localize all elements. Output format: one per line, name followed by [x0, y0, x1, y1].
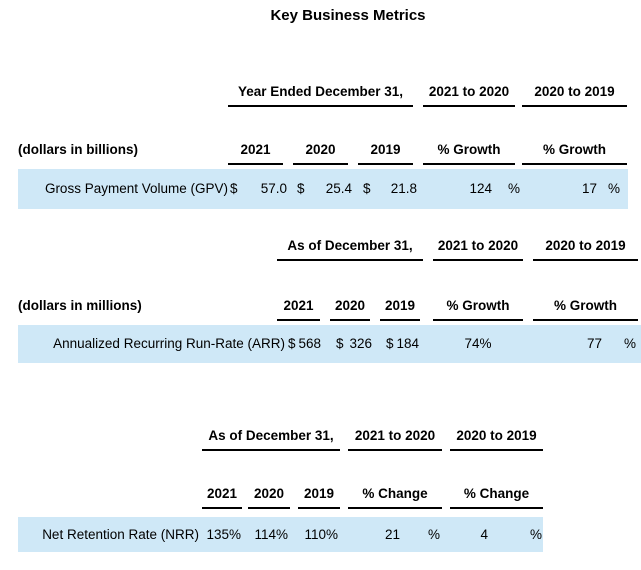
t3-value-2019: 110% [304, 527, 338, 542]
t1-currency-2020: $ [297, 181, 305, 196]
t2-value-2020: 326 [349, 336, 372, 351]
t3-value-2021: 135% [206, 527, 241, 542]
t1-header-2020: 2020 [293, 142, 348, 165]
t2-growth-a-value: 74% [464, 336, 492, 351]
t1-growth-b-pct: % [608, 181, 621, 196]
t3-change-b-value: 4 [480, 527, 488, 542]
t2-header-2021: 2021 [277, 298, 320, 321]
t2-unit-label: (dollars in millions) [18, 298, 142, 313]
t1-header-2019: 2019 [358, 142, 413, 165]
t2-growth-b-value: 77 [586, 336, 602, 351]
t2-currency-2019: $ [386, 336, 394, 351]
t2-currency-2020: $ [336, 336, 344, 351]
t1-value-2020: 25.4 [325, 181, 352, 196]
t2-header-growth-b: % Growth [533, 298, 638, 321]
t1-header-growth-b: % Growth [522, 142, 627, 165]
t1-unit-label: (dollars in billions) [18, 142, 139, 157]
t3-header-change-a: % Change [348, 486, 442, 509]
t2-data-row: Annualized Recurring Run-Rate (ARR) $ 56… [18, 325, 641, 363]
page-title: Key Business Metrics [270, 7, 426, 24]
t1-growth-a-value: 124 [469, 181, 492, 196]
t3-change-a-pct: % [428, 527, 441, 542]
t2-growth-b-pct: % [624, 336, 637, 351]
t1-span-growth-2021-2020: 2021 to 2020 [423, 84, 515, 107]
t1-span-growth-2020-2019: 2020 to 2019 [522, 84, 627, 107]
t1-span-period: Year Ended December 31, [228, 84, 413, 107]
t1-value-2019: 21.8 [390, 181, 417, 196]
t3-header-change-b: % Change [450, 486, 543, 509]
t3-change-b-pct: % [530, 527, 543, 542]
t3-data-row: Net Retention Rate (NRR) 135% 114% 110% … [18, 517, 543, 552]
t3-change-a-value: 21 [384, 527, 400, 542]
t3-span-period: As of December 31, [202, 428, 340, 451]
t2-span-growth-2020-2019: 2020 to 2019 [533, 238, 638, 261]
t1-currency-2019: $ [363, 181, 371, 196]
t3-span-change-2021-2020: 2021 to 2020 [348, 428, 442, 451]
t1-header-2021: 2021 [228, 142, 283, 165]
t2-header-2020: 2020 [330, 298, 370, 321]
t3-header-2021: 2021 [202, 486, 242, 509]
t1-header-growth-a: % Growth [423, 142, 515, 165]
t1-data-row: Gross Payment Volume (GPV) $ 57.0 $ 25.4… [18, 169, 628, 209]
t1-value-2021: 57.0 [260, 181, 287, 196]
t2-value-2019: 184 [396, 336, 419, 351]
t1-growth-b-value: 17 [581, 181, 597, 196]
t1-row-label: Gross Payment Volume (GPV) [44, 181, 228, 196]
t2-row-label: Annualized Recurring Run-Rate (ARR) [53, 336, 285, 351]
t3-header-2020: 2020 [248, 486, 290, 509]
t3-value-2020: 114% [254, 527, 288, 542]
t2-header-growth-a: % Growth [433, 298, 523, 321]
t3-row-label: Net Retention Rate (NRR) [42, 527, 199, 542]
t3-header-2019: 2019 [298, 486, 340, 509]
t2-header-2019: 2019 [380, 298, 420, 321]
t2-span-period: As of December 31, [277, 238, 423, 261]
t2-value-2021: 568 [298, 336, 321, 351]
t2-span-growth-2021-2020: 2021 to 2020 [433, 238, 523, 261]
t3-span-change-2020-2019: 2020 to 2019 [450, 428, 543, 451]
t1-currency-2021: $ [230, 181, 238, 196]
t1-growth-a-pct: % [508, 181, 521, 196]
t2-currency-2021: $ [288, 336, 296, 351]
